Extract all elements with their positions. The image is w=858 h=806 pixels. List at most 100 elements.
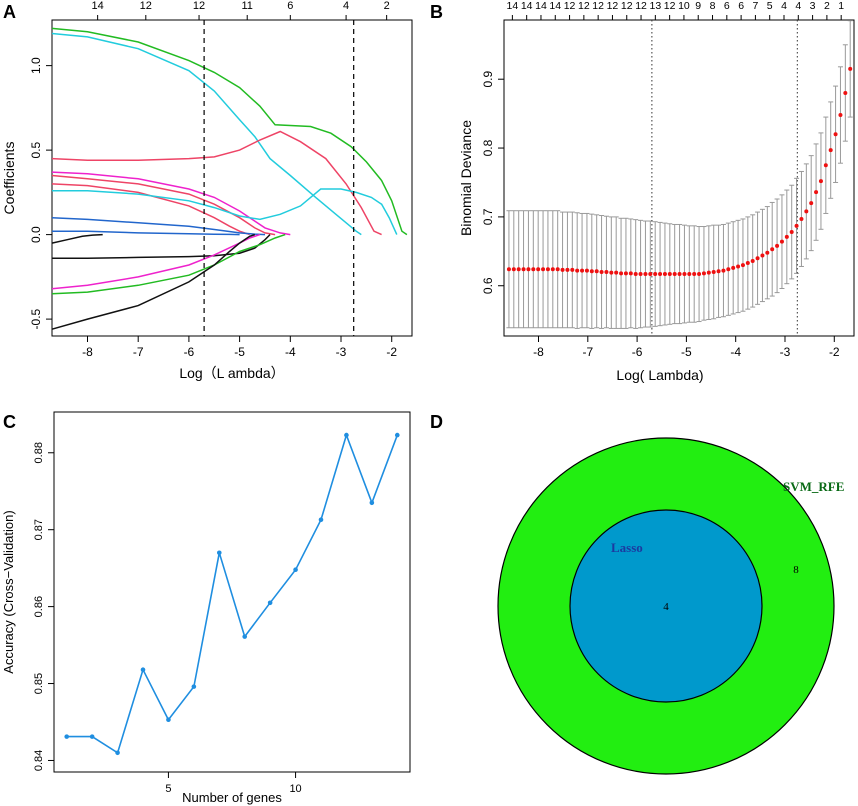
deviance-point [506,267,511,272]
a-y-tick-label: -0.5 [29,308,43,329]
b-top-tick-label: 12 [635,0,647,12]
accuracy-point [140,667,146,672]
venn-lasso-circle [569,509,763,703]
deviance-point [818,179,823,184]
deviance-point [599,269,604,274]
b-top-tick-label: 9 [695,0,701,12]
b-top-tick-label: 12 [578,0,590,12]
panel-d-venn: SVM_RFE Lasso 8 4 [497,437,844,775]
deviance-point [706,270,711,275]
deviance-point [794,223,799,228]
deviance-point [716,269,721,274]
deviance-point [550,267,555,272]
deviance-point [604,269,609,274]
deviance-point [580,268,585,273]
deviance-point [755,256,760,261]
b-x-tick-label: -5 [681,345,692,359]
coef-path-coef9 [52,230,240,236]
b-x-tick-label: -7 [582,345,593,359]
b-x-tick-label: -8 [533,345,544,359]
a-x-tick-label: -4 [285,345,296,359]
deviance-point [545,267,550,272]
accuracy-point [166,717,171,722]
accuracy-point [344,432,349,438]
accuracy-point [293,567,298,572]
deviance-point [511,267,516,272]
deviance-point [726,267,731,272]
deviance-point [521,267,526,272]
b-top-tick-label: 2 [824,0,830,12]
deviance-point [609,270,614,275]
c-y-tick-label: 0.86 [33,596,45,617]
panel-a-x-axis: -8 -7 -6 -5 -4 -3 -2 [82,336,397,359]
b-top-tick-label: 4 [795,0,801,12]
deviance-point [560,267,565,272]
deviance-point [589,269,594,274]
panel-a-coefficient-paths: -8 -7 -6 -5 -4 -3 -2 -0.5 0.0 0.5 1.0 14 12 12 11 6 4 2… [1,0,413,381]
panel-c-x-axis-label: Number of genes [182,790,282,805]
deviance-point [677,272,682,277]
b-top-tick-label: 14 [521,0,533,12]
panel-c-x-axis: 5 10 [165,772,302,795]
deviance-point [536,267,541,272]
coef-path-coef8 [51,216,266,236]
panel-b-x-axis: -8 -7 -6 -5 -4 -3 -2 [533,336,840,359]
panel-c-accuracy: 5 10 0.84 0.85 0.86 0.87 0.88 Number of genes… [1,411,411,805]
b-top-tick-label: 12 [621,0,633,12]
b-top-tick-label: 10 [678,0,690,12]
panel-b-plot-frame [503,19,855,337]
accuracy-point [89,734,95,739]
accuracy-point [115,750,120,756]
panel-a-plot-frame [51,19,413,337]
deviance-point [740,263,745,268]
b-y-tick-label: 0.9 [481,71,495,88]
a-y-tick-label: 0.0 [29,226,43,243]
b-top-tick-label: 5 [767,0,773,12]
accuracy-point [267,600,273,606]
a-top-tick-label: 12 [193,0,205,12]
b-top-tick-label: 7 [752,0,758,12]
deviance-point [658,272,663,277]
b-top-tick-label: 4 [781,0,787,12]
deviance-point [575,268,580,273]
c-x-tick-label: 10 [289,783,301,795]
a-x-tick-label: -5 [234,345,245,359]
coef-path-coef7 [52,188,398,235]
c-y-tick-label: 0.88 [33,442,45,463]
a-y-tick-label: 1.0 [29,57,43,74]
accuracy-point [394,432,400,438]
accuracy-line [66,432,399,755]
panel-b-cutoff-lines [651,20,798,336]
accuracy-point [242,634,248,639]
panel-a-series-group [51,27,408,330]
a-top-tick-label: 2 [384,0,390,12]
panel-label-b: B [430,2,443,22]
b-x-tick-label: -2 [829,345,840,359]
panel-b-top-axis: 14 14 14 14 12 12 12 12 12 12 13 12 10 9 8 6 6 7 5 4 4 3 2 1 [507,0,844,20]
venn-lasso-label: Lasso [611,540,643,555]
c-y-tick-label: 0.87 [33,519,45,540]
deviance-point [789,230,794,235]
a-y-tick-label: 0.5 [29,141,43,158]
deviance-point [662,272,667,277]
panel-c-y-axis-label: Accuracy (Cross−Validation) [1,510,16,673]
deviance-point [667,272,672,277]
deviance-point [638,272,643,277]
panel-b-error-bars [506,20,853,329]
deviance-point [848,66,853,71]
a-top-tick-label: 12 [140,0,152,12]
b-x-tick-label: -4 [730,345,741,359]
venn-svm-rfe-count: 8 [793,564,799,576]
deviance-point [833,132,838,137]
panel-b-y-axis-label: Binomial Deviance [458,120,474,236]
deviance-point [843,90,848,95]
deviance-point [687,272,692,277]
deviance-point [809,201,814,206]
panel-label-a: A [3,2,16,22]
deviance-point [570,267,575,272]
coef-path-coef5 [51,174,276,236]
deviance-point [814,190,819,195]
deviance-point [750,258,755,263]
b-top-tick-label: 3 [810,0,816,12]
